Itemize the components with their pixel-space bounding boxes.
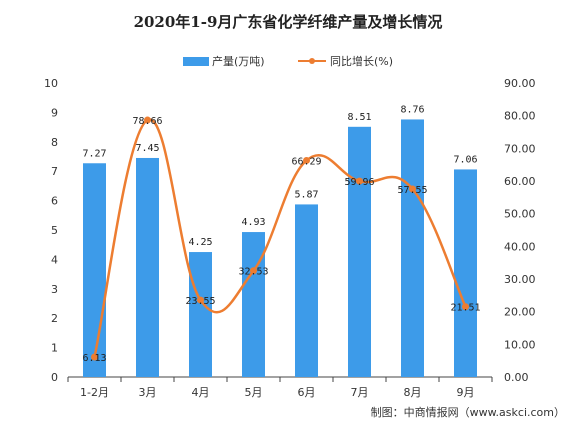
line-series [91, 116, 469, 361]
line-point [144, 116, 151, 124]
legend: 产量(万吨) 同比增长(%) [183, 54, 393, 68]
bar-value-label: 8.51 [347, 112, 371, 123]
bar [83, 163, 106, 377]
x-tick-label: 7月 [351, 386, 369, 399]
y-right-tick-label: 0.00 [504, 371, 529, 384]
y-right-tick-label: 30.00 [504, 273, 536, 286]
legend-line-marker [309, 58, 315, 64]
bar-value-label: 4.93 [241, 217, 265, 228]
y-left-tick-label: 2 [51, 312, 58, 325]
chart-title: 2020年1-9月广东省化学纤维产量及增长情况 [134, 13, 443, 31]
legend-bar-label: 产量(万吨) [212, 54, 265, 68]
y-right-tick-label: 80.00 [504, 110, 536, 123]
y-left-tick-label: 9 [51, 106, 58, 119]
line-point [197, 296, 204, 304]
bar-value-label: 5.87 [294, 189, 318, 200]
bar [136, 157, 159, 377]
y-left-tick-label: 10 [44, 77, 58, 90]
line-value-label: 66.29 [291, 156, 321, 167]
x-tick-label: 6月 [298, 386, 316, 399]
y-left-tick-label: 0 [51, 371, 58, 384]
bar [348, 126, 371, 377]
y-left-tick-label: 8 [51, 136, 58, 149]
line-value-label: 78.66 [132, 116, 162, 127]
y-right-tick-label: 90.00 [504, 77, 536, 90]
line-value-label: 23.55 [185, 296, 215, 307]
axes: 0 1 2 3 4 5 6 7 8 9 10 0.00 10.00 20.00 30.00 40.00 50.0… [44, 77, 536, 399]
y-right-tick-label: 70.00 [504, 142, 536, 155]
bar-value-label: 8.76 [400, 104, 424, 115]
y-right-tick-label: 40.00 [504, 240, 536, 253]
bar-value-label: 7.27 [82, 148, 106, 159]
y-left-tick-label: 7 [51, 165, 58, 178]
line-point [409, 185, 416, 193]
y-right-tick-label: 10.00 [504, 338, 536, 351]
source-note: 制图：中商情报网（www.askci.com） [371, 405, 565, 419]
x-tick-label: 4月 [192, 386, 210, 399]
data-labels: 7.27 7.45 4.25 4.93 5.87 8.51 8.76 7.06 6.13 78.6… [82, 104, 480, 364]
y-right-tick-label: 50.00 [504, 208, 536, 221]
y-left-tick-label: 3 [51, 283, 58, 296]
line-value-label: 6.13 [82, 353, 106, 364]
bar [401, 119, 424, 378]
bar [454, 169, 477, 377]
line-value-label: 32.53 [238, 267, 268, 278]
bar-series [83, 119, 477, 378]
line-value-label: 59.96 [344, 177, 374, 188]
x-tick-label: 8月 [404, 386, 422, 399]
y-right-tick-label: 20.00 [504, 306, 536, 319]
line-point [303, 156, 310, 164]
line-point [91, 353, 98, 361]
legend-line-label: 同比增长(%) [330, 54, 393, 68]
line-point [250, 267, 257, 275]
bar [295, 204, 318, 377]
line-point [356, 177, 363, 185]
y-left-tick-label: 5 [51, 224, 58, 237]
bar-value-label: 4.25 [188, 237, 212, 248]
x-tick-label: 3月 [139, 386, 157, 399]
line-point [462, 303, 469, 311]
line-value-label: 57.55 [397, 185, 427, 196]
y-right-tick-label: 60.00 [504, 175, 536, 188]
x-tick-label: 1-2月 [80, 386, 109, 399]
bar-value-label: 7.06 [453, 154, 477, 165]
x-tick-label: 9月 [457, 386, 475, 399]
y-left-tick-label: 1 [51, 342, 58, 355]
y-left-tick-label: 6 [51, 195, 58, 208]
y-left-tick-label: 4 [51, 253, 58, 266]
x-tick-label: 5月 [245, 386, 263, 399]
bar [242, 232, 265, 377]
bar [189, 252, 212, 377]
legend-bar-swatch [183, 57, 209, 66]
bar-value-label: 7.45 [135, 143, 159, 154]
line-value-label: 21.51 [450, 303, 480, 314]
